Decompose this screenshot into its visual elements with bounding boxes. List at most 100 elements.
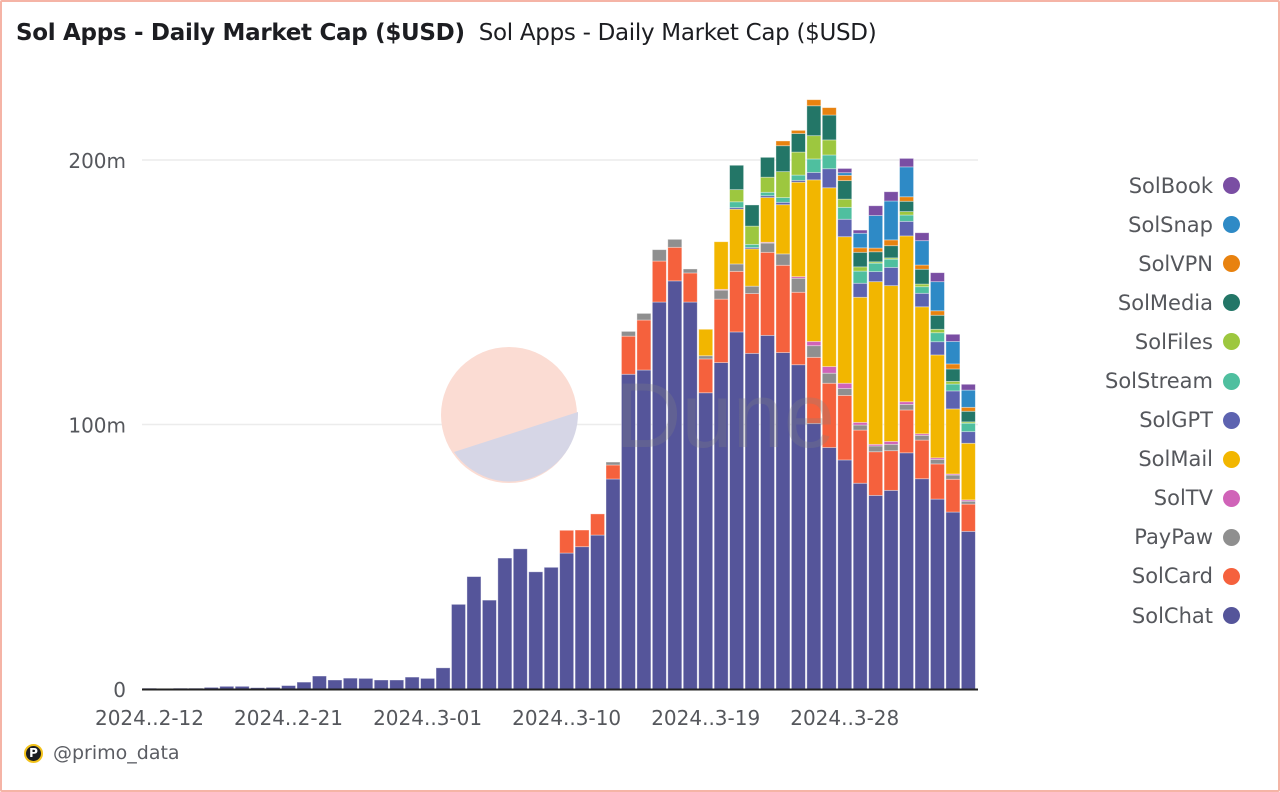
bar-segment-solbook[interactable] (899, 158, 914, 168)
bar-segment-solvpn[interactable] (930, 310, 945, 316)
bar-segment-solmedia[interactable] (837, 180, 853, 200)
bar-segment-solstream[interactable] (899, 214, 914, 222)
bar-segment-solsnap[interactable] (852, 232, 868, 249)
bar-segment-solvpn[interactable] (837, 174, 853, 182)
bar-stack[interactable] (543, 566, 559, 690)
bar-segment-solchat[interactable] (960, 530, 976, 690)
bar-segment-solfiles[interactable] (821, 139, 837, 156)
bar-segment-solchat[interactable] (667, 280, 683, 690)
bar-stack[interactable] (698, 328, 714, 690)
bar-segment-paypaw[interactable] (821, 372, 837, 384)
bar-segment-solfiles[interactable] (791, 151, 806, 176)
bar-segment-paypaw[interactable] (868, 445, 884, 453)
bar-stack[interactable] (281, 685, 296, 690)
bar-segment-solgpt[interactable] (914, 292, 930, 308)
bar-stack[interactable] (806, 99, 822, 690)
bar-stack[interactable] (930, 272, 945, 690)
legend-item-solmedia[interactable]: SolMedia (1040, 283, 1240, 322)
bar-segment-solmail[interactable] (930, 354, 945, 459)
bar-segment-solvpn[interactable] (899, 196, 914, 202)
bar-segment-solgpt[interactable] (837, 218, 853, 238)
bar-segment-solfiles[interactable] (945, 380, 961, 385)
bar-segment-solstream[interactable] (821, 154, 837, 170)
legend-item-solcard[interactable]: SolCard (1040, 557, 1240, 596)
bar-segment-paypaw[interactable] (744, 285, 760, 294)
author-handle[interactable]: @primo_data (53, 742, 180, 764)
bar-segment-solmedia[interactable] (945, 368, 961, 382)
bar-stack[interactable] (481, 599, 497, 690)
bar-segment-solbook[interactable] (960, 383, 976, 391)
bar-segment-solvpn[interactable] (806, 99, 822, 107)
bar-segment-paypaw[interactable] (682, 268, 698, 274)
bar-segment-solchat[interactable] (899, 452, 914, 690)
bar-segment-solfiles[interactable] (899, 211, 914, 216)
bar-segment-solmail[interactable] (899, 235, 914, 403)
bar-segment-solchat[interactable] (605, 478, 621, 690)
bar-segment-solfiles[interactable] (852, 266, 868, 272)
bar-segment-solsnap[interactable] (868, 215, 884, 249)
bar-segment-solchat[interactable] (327, 679, 343, 690)
bar-segment-solcard[interactable] (960, 503, 976, 532)
bar-segment-paypaw[interactable] (883, 443, 899, 452)
bar-segment-paypaw[interactable] (899, 403, 914, 411)
bar-segment-solmail[interactable] (713, 241, 729, 290)
bar-segment-soltv[interactable] (883, 441, 899, 445)
bar-segment-solchat[interactable] (497, 557, 513, 690)
bar-segment-solchat[interactable] (883, 489, 899, 690)
bar-segment-solchat[interactable] (373, 679, 389, 690)
bar-stack[interactable] (312, 675, 327, 690)
bar-segment-solmail[interactable] (868, 281, 884, 445)
bar-segment-solmail[interactable] (883, 285, 899, 442)
bar-stack[interactable] (528, 571, 544, 690)
bar-segment-solgpt[interactable] (930, 341, 945, 356)
bar-segment-solcard[interactable] (760, 251, 775, 336)
bar-segment-paypaw[interactable] (837, 388, 853, 396)
bar-segment-solchat[interactable] (574, 546, 590, 690)
bar-segment-solfiles[interactable] (930, 328, 945, 334)
bar-stack[interactable] (512, 548, 528, 690)
bar-segment-solmail[interactable] (729, 208, 744, 265)
bar-stack[interactable] (636, 313, 652, 690)
bar-segment-solchat[interactable] (312, 675, 327, 690)
bar-stack[interactable] (852, 229, 868, 690)
bar-segment-solgpt[interactable] (852, 282, 868, 298)
bar-segment-solvpn[interactable] (775, 140, 791, 147)
bar-segment-solvpn[interactable] (883, 239, 899, 247)
bar-segment-solmail[interactable] (960, 442, 976, 501)
bar-segment-solmail[interactable] (698, 328, 714, 357)
bar-segment-solgpt[interactable] (899, 220, 914, 237)
bar-segment-solfiles[interactable] (960, 421, 976, 424)
bar-segment-solcard[interactable] (590, 513, 605, 536)
bar-segment-solchat[interactable] (945, 511, 961, 690)
bar-segment-solcard[interactable] (559, 529, 575, 554)
bar-segment-solfiles[interactable] (760, 176, 775, 193)
bar-stack[interactable] (791, 129, 806, 690)
bar-stack[interactable] (404, 676, 420, 690)
bar-segment-solcard[interactable] (605, 464, 621, 480)
bar-segment-solvpn[interactable] (960, 406, 976, 412)
bar-segment-solchat[interactable] (528, 571, 544, 690)
bar-segment-paypaw[interactable] (605, 461, 621, 466)
bar-segment-paypaw[interactable] (945, 474, 961, 480)
bar-segment-solstream[interactable] (837, 206, 853, 220)
bar-segment-solcard[interactable] (899, 409, 914, 454)
bar-segment-solcard[interactable] (651, 260, 667, 303)
bar-segment-solstream[interactable] (775, 197, 791, 203)
bar-segment-solchat[interactable] (682, 301, 698, 690)
bar-segment-solbook[interactable] (868, 205, 884, 216)
bar-stack[interactable] (327, 679, 343, 690)
bar-segment-solmail[interactable] (775, 204, 791, 255)
bar-stack[interactable] (466, 576, 482, 690)
bar-segment-solchat[interactable] (466, 576, 482, 690)
bar-stack[interactable] (559, 529, 575, 690)
bar-segment-solmedia[interactable] (868, 251, 884, 263)
bar-segment-solcard[interactable] (636, 319, 652, 371)
bar-segment-solmail[interactable] (791, 181, 806, 278)
bar-segment-solchat[interactable] (590, 534, 605, 690)
bar-stack[interactable] (574, 529, 590, 690)
bar-segment-solgpt[interactable] (960, 431, 976, 444)
bar-segment-solvpn[interactable] (945, 363, 961, 370)
bar-segment-solmedia[interactable] (744, 204, 760, 227)
bar-segment-solchat[interactable] (451, 603, 466, 690)
bar-segment-paypaw[interactable] (930, 459, 945, 465)
